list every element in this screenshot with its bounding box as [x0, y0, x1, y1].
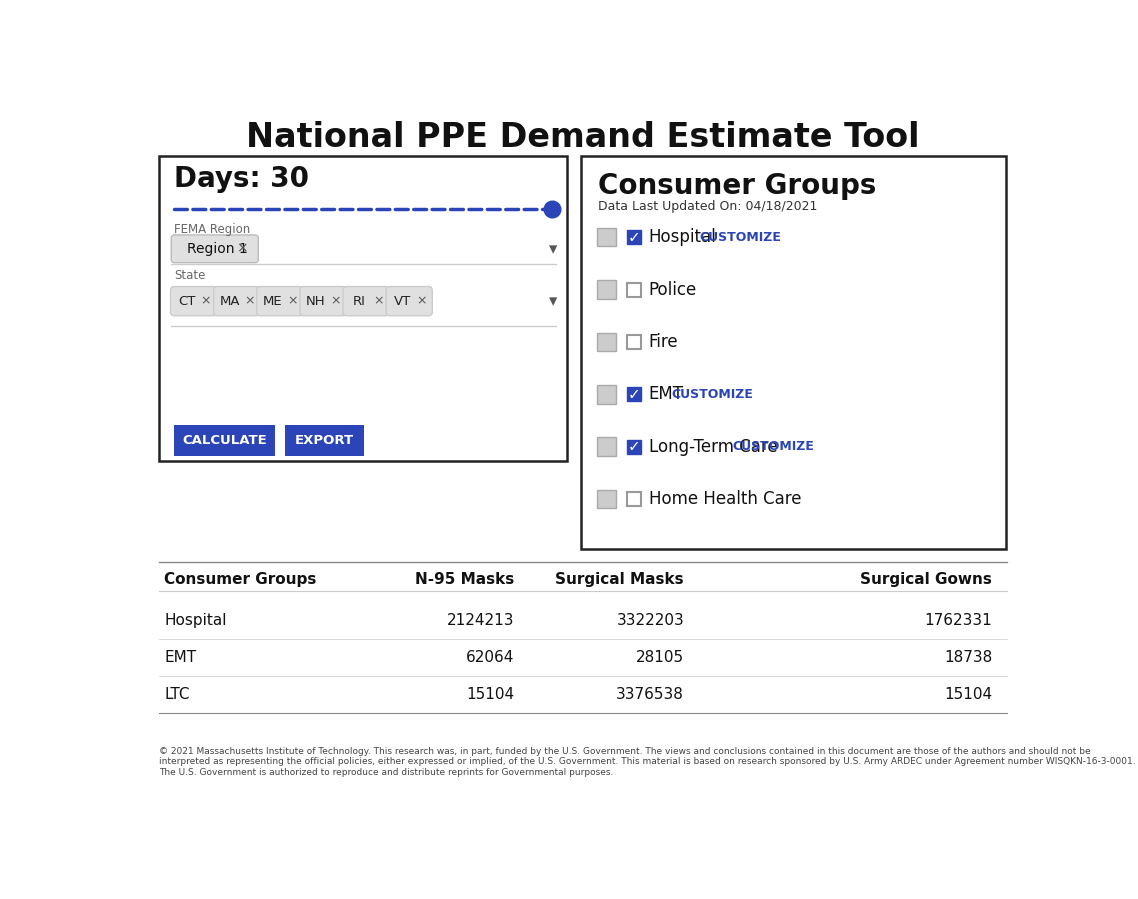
Text: Data Last Updated On: 04/18/2021: Data Last Updated On: 04/18/2021 — [597, 200, 817, 213]
FancyBboxPatch shape — [300, 287, 346, 316]
Text: © 2021 Massachusetts Institute of Technology. This research was, in part, funded: © 2021 Massachusetts Institute of Techno… — [159, 747, 1136, 777]
FancyBboxPatch shape — [597, 333, 616, 352]
Text: Police: Police — [649, 280, 696, 298]
FancyBboxPatch shape — [159, 156, 567, 460]
Text: CALCULATE: CALCULATE — [182, 434, 266, 447]
FancyBboxPatch shape — [172, 235, 258, 263]
Text: Long-Term Care: Long-Term Care — [649, 438, 777, 456]
Text: Consumer Groups: Consumer Groups — [597, 172, 876, 200]
FancyBboxPatch shape — [627, 230, 641, 245]
Text: 3322203: 3322203 — [617, 613, 684, 628]
Text: Surgical Gowns: Surgical Gowns — [860, 572, 992, 587]
Text: 15104: 15104 — [943, 687, 992, 702]
Text: CT: CT — [178, 295, 196, 307]
Text: EMT: EMT — [649, 386, 684, 404]
Text: Fire: Fire — [649, 333, 678, 351]
FancyBboxPatch shape — [597, 438, 616, 456]
Text: ×: × — [244, 295, 254, 307]
Text: ×: × — [330, 295, 340, 307]
Text: 62064: 62064 — [467, 650, 514, 665]
Text: ×: × — [373, 295, 384, 307]
Text: ×: × — [200, 295, 212, 307]
Text: ME: ME — [263, 295, 282, 307]
Text: 1762331: 1762331 — [924, 613, 992, 628]
Text: FEMA Region: FEMA Region — [174, 223, 250, 236]
Text: ×: × — [287, 295, 297, 307]
Text: ×: × — [237, 242, 248, 256]
FancyBboxPatch shape — [343, 287, 389, 316]
FancyBboxPatch shape — [627, 492, 641, 506]
FancyBboxPatch shape — [386, 287, 432, 316]
FancyBboxPatch shape — [597, 228, 616, 246]
Text: State: State — [174, 269, 206, 282]
Text: Consumer Groups: Consumer Groups — [164, 572, 316, 587]
FancyBboxPatch shape — [174, 425, 275, 456]
FancyBboxPatch shape — [627, 440, 641, 454]
Text: VT: VT — [394, 295, 411, 307]
Text: 2124213: 2124213 — [447, 613, 514, 628]
Text: Hospital: Hospital — [164, 613, 226, 628]
Text: RI: RI — [353, 295, 365, 307]
Text: Region 1: Region 1 — [188, 242, 248, 256]
Text: 3376538: 3376538 — [616, 687, 684, 702]
Text: CUSTOMIZE: CUSTOMIZE — [699, 231, 781, 244]
Text: Surgical Masks: Surgical Masks — [555, 572, 684, 587]
FancyBboxPatch shape — [257, 287, 303, 316]
Text: ✓: ✓ — [628, 440, 641, 454]
FancyBboxPatch shape — [627, 282, 641, 297]
Text: ✓: ✓ — [628, 387, 641, 402]
FancyBboxPatch shape — [171, 287, 216, 316]
FancyBboxPatch shape — [627, 387, 641, 401]
FancyBboxPatch shape — [597, 280, 616, 298]
FancyBboxPatch shape — [597, 385, 616, 404]
FancyBboxPatch shape — [597, 490, 616, 508]
FancyBboxPatch shape — [214, 287, 259, 316]
Text: N-95 Masks: N-95 Masks — [415, 572, 514, 587]
FancyBboxPatch shape — [627, 335, 641, 349]
Text: Hospital: Hospital — [649, 228, 717, 246]
Text: ×: × — [417, 295, 427, 307]
Text: National PPE Demand Estimate Tool: National PPE Demand Estimate Tool — [247, 120, 920, 154]
Text: MA: MA — [220, 295, 240, 307]
Text: CUSTOMIZE: CUSTOMIZE — [733, 441, 815, 453]
Text: Days: 30: Days: 30 — [174, 165, 310, 193]
FancyBboxPatch shape — [286, 425, 364, 456]
Text: ✓: ✓ — [628, 230, 641, 245]
Text: 18738: 18738 — [943, 650, 992, 665]
FancyBboxPatch shape — [580, 156, 1006, 549]
Text: EXPORT: EXPORT — [295, 434, 354, 447]
Text: EMT: EMT — [164, 650, 197, 665]
Text: NH: NH — [306, 295, 325, 307]
Text: ▾: ▾ — [549, 292, 558, 310]
Text: LTC: LTC — [164, 687, 190, 702]
Text: 15104: 15104 — [467, 687, 514, 702]
Text: ▾: ▾ — [549, 240, 558, 258]
Text: 28105: 28105 — [636, 650, 684, 665]
Text: CUSTOMIZE: CUSTOMIZE — [671, 387, 753, 401]
Text: Home Health Care: Home Health Care — [649, 490, 801, 508]
